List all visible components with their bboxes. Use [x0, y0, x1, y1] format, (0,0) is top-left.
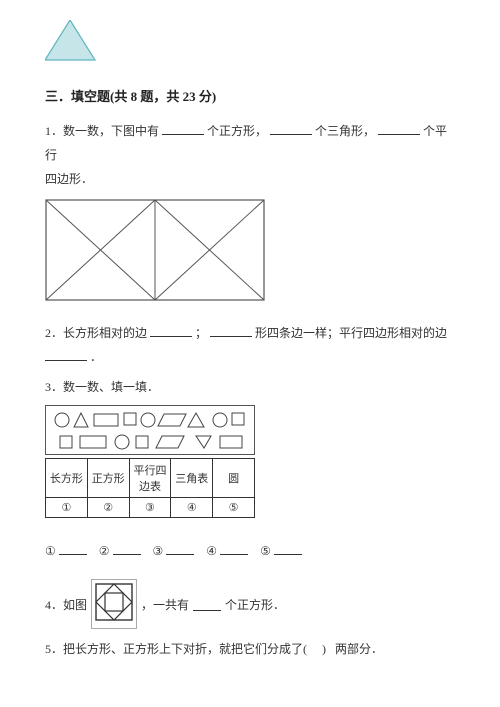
- cell-1: ①: [46, 498, 88, 518]
- q3-text: 3．数一数、填一填．: [45, 380, 159, 394]
- q1-text-3: 个三角形，: [315, 124, 375, 138]
- q3-blank-3[interactable]: [166, 542, 194, 555]
- q4-figure: [91, 579, 137, 629]
- q1-figure: [45, 199, 455, 305]
- q4-mid: ，一共有: [141, 596, 189, 613]
- ans-4: ④: [206, 544, 217, 558]
- q2-blank-2[interactable]: [210, 324, 252, 337]
- ans-1: ①: [45, 544, 56, 558]
- q5-text-3: 两部分．: [335, 642, 383, 656]
- q1-blank-1[interactable]: [162, 122, 204, 135]
- q1-blank-3[interactable]: [378, 122, 420, 135]
- q1-text-1: 1．数一数，下图中有: [45, 124, 159, 138]
- ans-3: ③: [153, 544, 164, 558]
- q3-shapes-box: [45, 405, 455, 459]
- question-1: 1．数一数，下图中有 个正方形， 个三角形， 个平行 四边形．: [45, 119, 455, 191]
- top-triangle: [45, 20, 455, 66]
- q4-prefix: 4．如图: [45, 596, 87, 613]
- q2-text-3: ．: [90, 350, 102, 364]
- q3-blank-2[interactable]: [113, 542, 141, 555]
- th-circle: 圆: [213, 459, 255, 498]
- th-square: 正方形: [87, 459, 129, 498]
- q2-blank-3[interactable]: [45, 348, 87, 361]
- q2-sep: ；: [195, 326, 207, 340]
- q5-text-1: 5．把长方形、正方形上下对折，就把它们分成了(: [45, 642, 307, 656]
- q4-suffix: 个正方形．: [225, 596, 285, 613]
- section-header: 三．填空题(共 8 题，共 23 分): [45, 86, 455, 105]
- question-4: 4．如图 ，一共有 个正方形．: [45, 579, 455, 629]
- cell-2: ②: [87, 498, 129, 518]
- q4-blank[interactable]: [193, 598, 221, 611]
- q3-blank-4[interactable]: [220, 542, 248, 555]
- q2-blank-1[interactable]: [150, 324, 192, 337]
- cell-4: ④: [171, 498, 213, 518]
- cell-3: ③: [129, 498, 171, 518]
- question-5: 5．把长方形、正方形上下对折，就把它们分成了( ) 两部分．: [45, 637, 455, 661]
- q1-text-5: 四边形．: [45, 172, 93, 186]
- question-3: 3．数一数、填一填．: [45, 375, 455, 399]
- th-rect: 长方形: [46, 459, 88, 498]
- table-row: 长方形 正方形 平行四边表 三角表 圆: [46, 459, 255, 498]
- question-2: 2．长方形相对的边 ； 形四条边一样；平行四边形相对的边 ．: [45, 321, 455, 369]
- q1-blank-2[interactable]: [270, 122, 312, 135]
- th-parallelogram: 平行四边表: [129, 459, 171, 498]
- th-triangle: 三角表: [171, 459, 213, 498]
- q2-text-1: 2．长方形相对的边: [45, 326, 147, 340]
- q1-text-2: 个正方形，: [207, 124, 267, 138]
- q5-text-2: ): [322, 642, 326, 656]
- q2-text-2: 形四条边一样；平行四边形相对的边: [255, 326, 447, 340]
- q3-table: 长方形 正方形 平行四边表 三角表 圆 ① ② ③ ④ ⑤: [45, 458, 255, 518]
- cell-5: ⑤: [213, 498, 255, 518]
- q3-blank-5[interactable]: [274, 542, 302, 555]
- table-row: ① ② ③ ④ ⑤: [46, 498, 255, 518]
- ans-5: ⑤: [260, 544, 271, 558]
- q3-blank-1[interactable]: [59, 542, 87, 555]
- ans-2: ②: [99, 544, 110, 558]
- q3-answers: ① ② ③ ④ ⑤: [45, 542, 455, 559]
